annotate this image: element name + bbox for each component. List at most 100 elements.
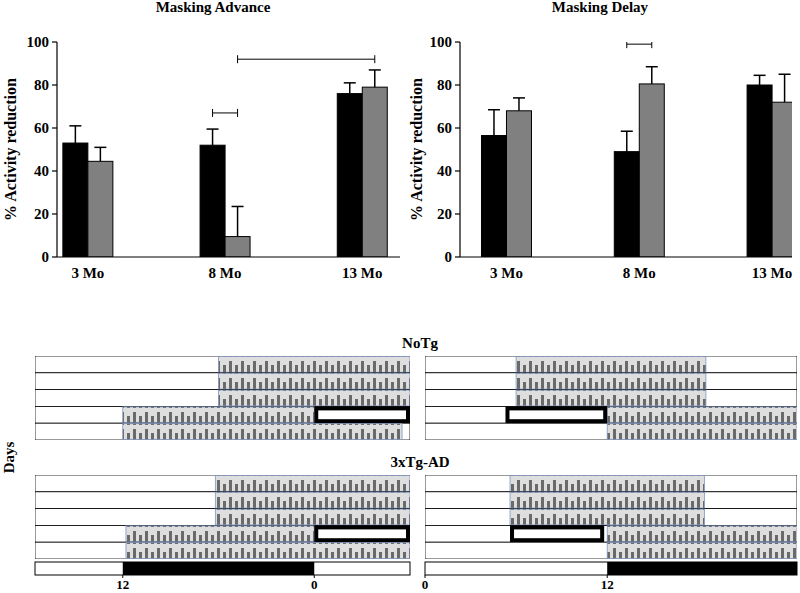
y-tick-label: 80 [437,77,452,93]
error-cap [513,97,525,99]
error-cap [621,130,633,132]
y-tick-label: 20 [437,206,452,222]
bar [362,87,387,257]
actogram-panel [425,356,797,440]
error-cap [232,206,244,208]
x-axis-line [57,256,400,257]
x-tick-label: 8 Mo [623,265,656,281]
error-bar [759,75,761,85]
activity-period [215,476,410,492]
actogram: NoTg3xTg-ADDays120012 [1,335,797,592]
y-tick-label: 60 [34,120,49,136]
light-phase [35,562,410,575]
y-axis-label: % Activity reduction [2,78,20,221]
activity-period [510,509,704,525]
x-axis-line [460,256,792,257]
actogram-panel [35,475,410,559]
error-cap [488,109,500,111]
y-tick-label: 20 [34,206,49,222]
y-axis-label: % Activity reduction [408,78,426,221]
y-tick [455,256,460,257]
significance-bracket [238,59,375,60]
error-cap [646,66,658,68]
chart-title: Masking Advance [156,0,271,15]
activity-period [510,476,704,492]
error-bar [374,70,376,87]
day-row [425,373,797,390]
light-phase [425,562,797,575]
y-tick [455,41,460,42]
bar-chart: Masking Advance% Activity reduction02040… [2,0,400,281]
day-row [35,356,410,373]
significance-bracket [627,44,652,45]
error-bar [493,110,495,136]
dark-phase [607,562,797,575]
plot-area [63,55,387,257]
activity-period [123,407,314,423]
day-row [35,406,410,423]
bracket-end [212,109,213,117]
y-axis-line [56,42,57,257]
error-bar [100,147,102,161]
bar [614,152,639,257]
y-tick-label: 100 [430,34,453,50]
bar [639,84,664,257]
x-tick-label: 13 Mo [752,265,792,281]
bar [337,94,362,257]
y-tick [455,213,460,214]
bracket-end [374,55,375,63]
error-cap [779,74,791,76]
day-row [425,356,797,373]
actogram-panel [35,356,410,440]
y-axis-label: Days [1,442,17,474]
error-bar [75,126,77,143]
day-row [35,542,410,559]
activity-period [215,492,410,508]
light-pulse [512,527,602,540]
day-row [35,509,410,526]
bar-chart: Masking Delay% Activity reduction0204060… [408,0,797,281]
day-row [425,525,797,542]
error-bar [518,98,520,111]
activity-period [126,543,410,559]
figure: Masking Advance % Activity reduction 0 20 40… [0,0,800,593]
activity-period [219,390,410,406]
error-cap [207,128,219,130]
x-tick-label: 0 [311,577,318,592]
error-bar [651,67,653,84]
error-bar [212,129,214,145]
activity-period [607,543,797,559]
error-cap [94,147,106,149]
light-pulse [316,408,408,421]
y-tick-label: 60 [437,120,452,136]
error-cap [369,69,381,71]
x-tick-label: 3 Mo [490,265,523,281]
light-pulse [316,527,408,540]
bar [481,136,506,257]
error-bar [626,131,628,151]
y-tick [455,127,460,128]
y-tick-label: 0 [445,249,453,265]
x-tick-label: 12 [601,577,614,592]
day-row [425,509,797,526]
y-tick [52,213,57,214]
day-row [425,406,797,423]
y-tick [52,84,57,85]
day-row [425,423,797,440]
day-row [35,373,410,390]
error-cap [69,125,81,127]
dark-phase [123,562,314,575]
x-tick-label: 3 Mo [71,265,104,281]
bar [63,143,88,257]
y-tick-label: 40 [437,163,452,179]
y-tick [52,170,57,171]
activity-period [126,526,314,542]
bar [88,161,113,257]
activity-period [516,390,706,406]
activity-period [607,526,797,542]
day-row [35,475,410,492]
error-bar [784,74,786,102]
day-row [425,475,797,492]
error-bar [349,83,351,94]
bar [225,237,250,257]
